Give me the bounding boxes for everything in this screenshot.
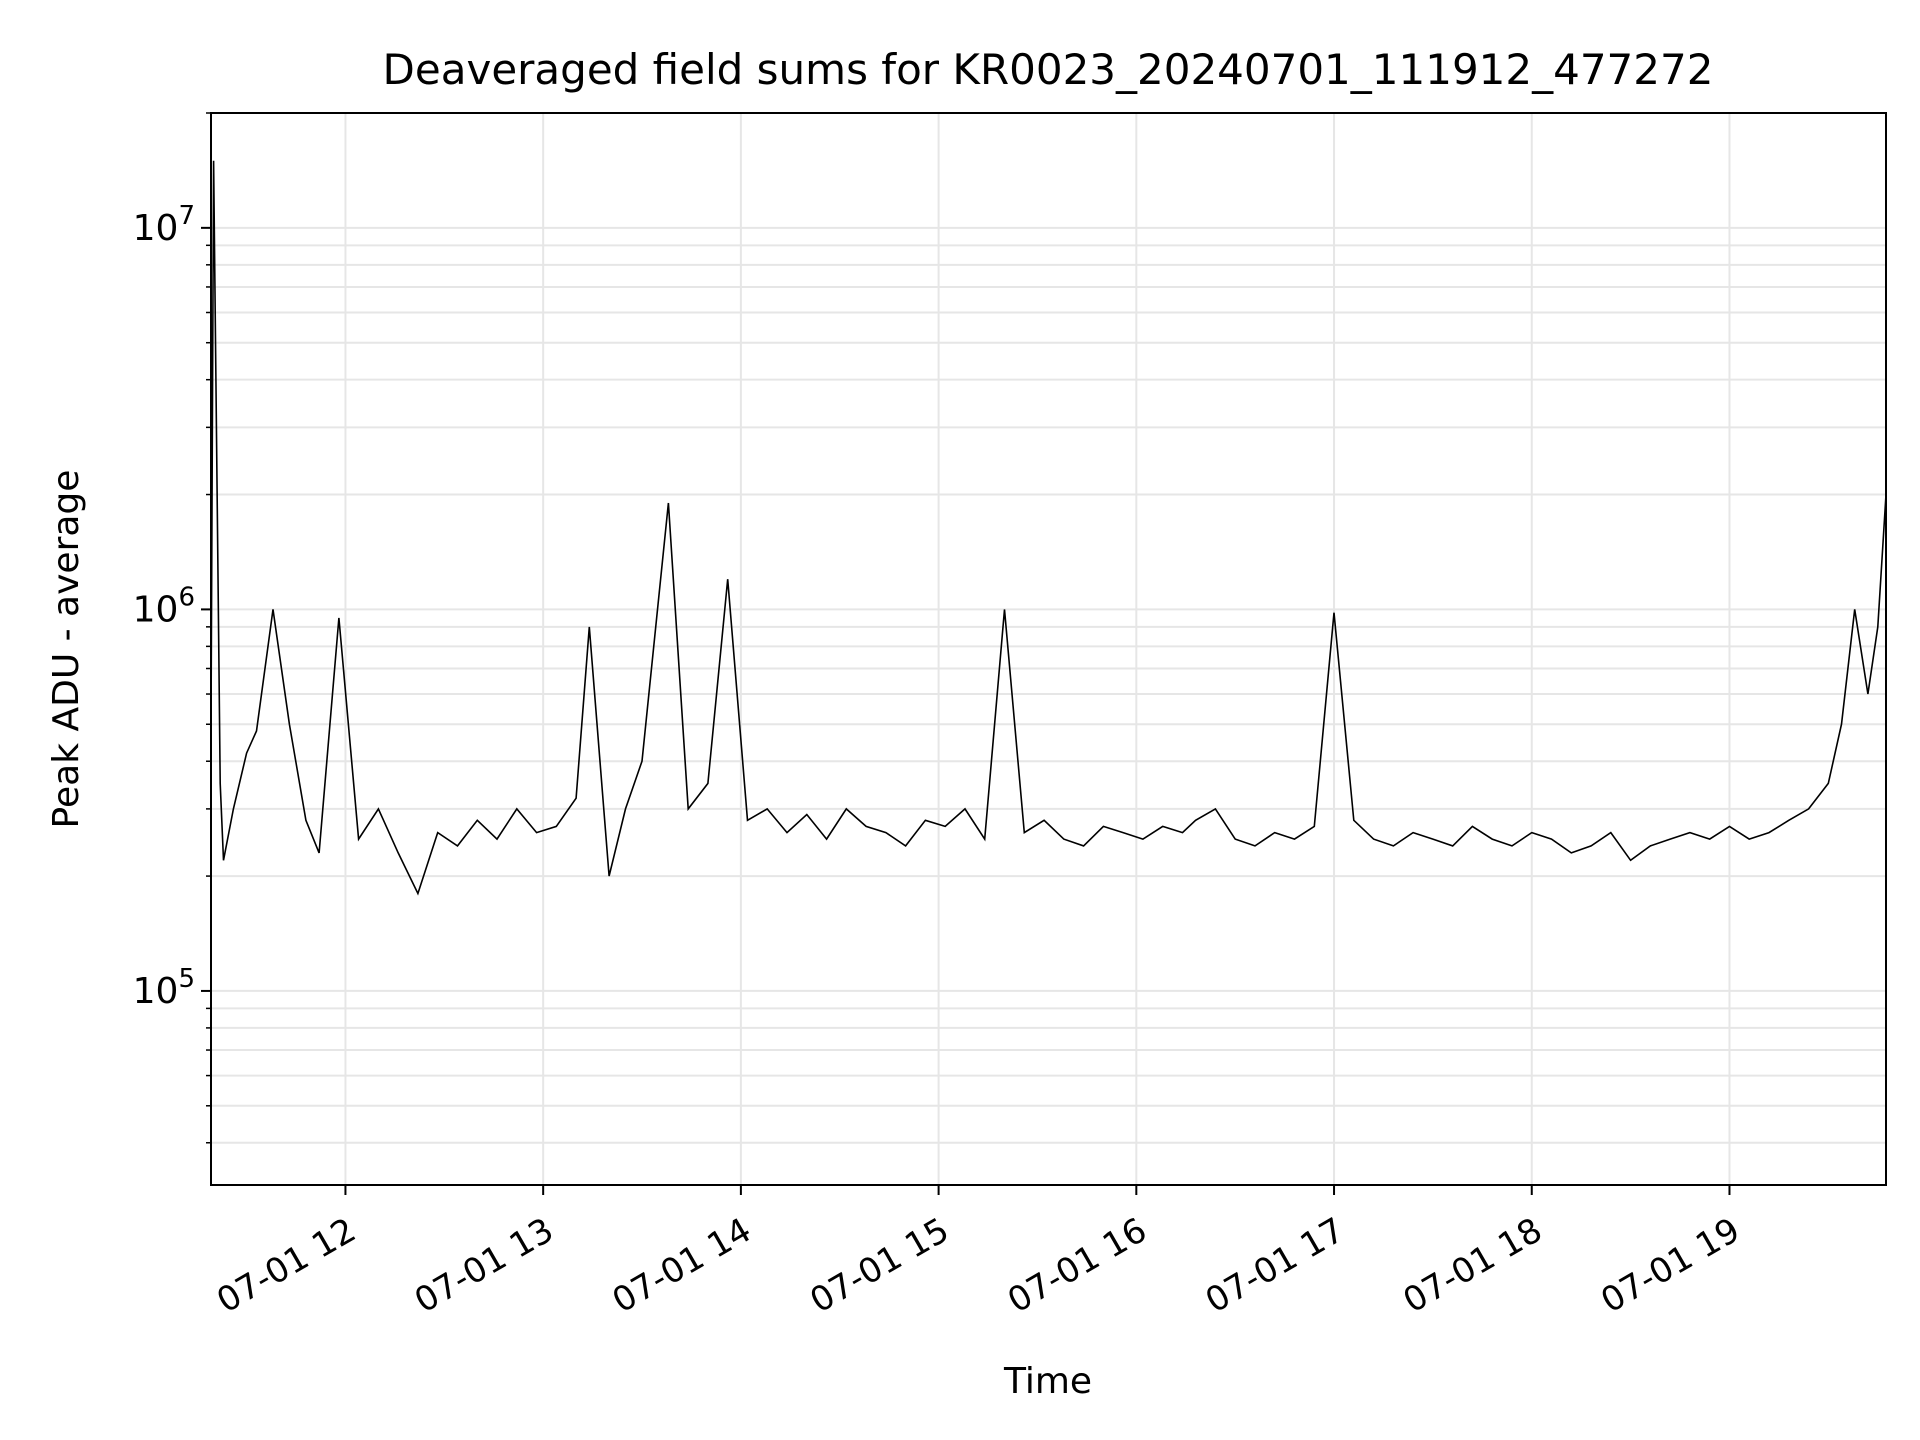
y-axis-label: Peak ADU - average [46,470,87,829]
axes-frame [210,112,1887,1186]
y-tick-label: 106 [133,582,195,630]
y-tick-label: 107 [133,201,195,249]
series-layer [210,160,1887,896]
y-tick-label: 105 [133,964,195,1012]
data-series-line [210,160,1887,896]
chart-title: Deaveraged field sums for KR0023_2024070… [383,45,1714,94]
x-axis-label: Time [1003,1361,1092,1402]
